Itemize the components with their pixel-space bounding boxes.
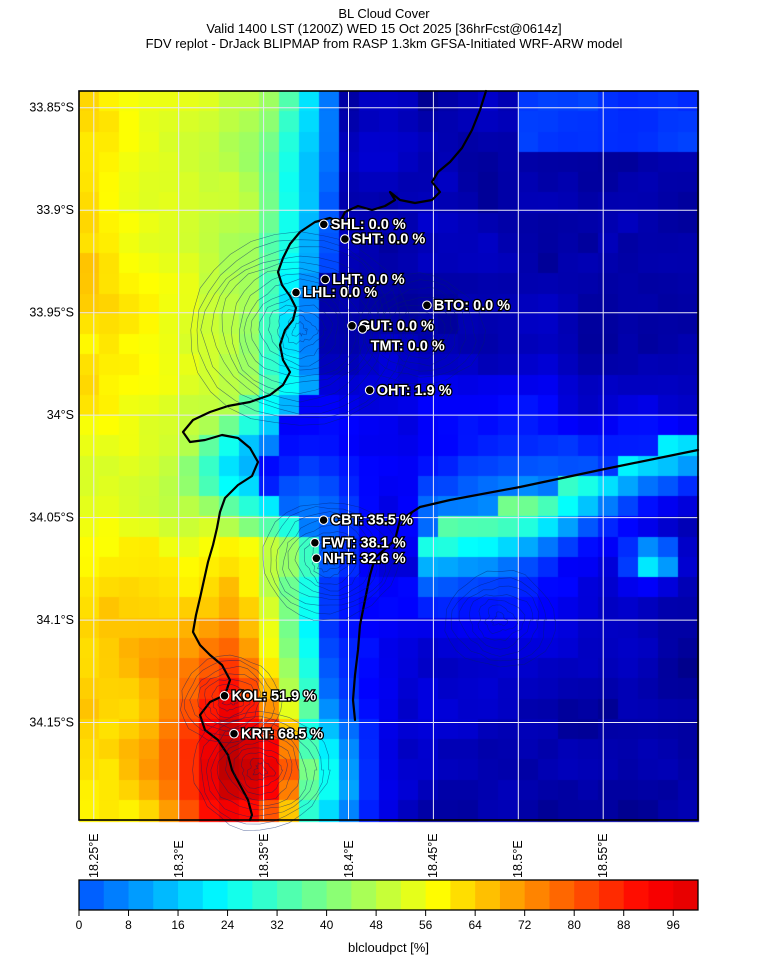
svg-text:FWT: 38.1 %: FWT: 38.1 % — [322, 535, 406, 551]
svg-text:SHL: 0.0 %: SHL: 0.0 % — [331, 217, 406, 233]
svg-text:GUT: 0.0 %: GUT: 0.0 % — [359, 318, 434, 334]
svg-text:OHT: 1.9 %: OHT: 1.9 % — [377, 383, 452, 399]
svg-text:KRT: 68.5 %: KRT: 68.5 % — [241, 726, 323, 742]
svg-text:64: 64 — [468, 918, 482, 932]
svg-text:72: 72 — [518, 918, 532, 932]
svg-text:KOL: 51.9 %: KOL: 51.9 % — [232, 688, 317, 704]
svg-text:33.9°S: 33.9°S — [36, 203, 74, 217]
svg-text:16: 16 — [171, 918, 185, 932]
svg-text:34.15°S: 34.15°S — [29, 716, 74, 730]
svg-text:0: 0 — [76, 918, 83, 932]
svg-text:blcloudpct [%]: blcloudpct [%] — [348, 940, 429, 955]
svg-text:33.95°S: 33.95°S — [29, 306, 74, 320]
svg-text:TMT: 0.0 %: TMT: 0.0 % — [371, 339, 445, 355]
svg-text:96: 96 — [667, 918, 681, 932]
svg-text:SHT: 0.0 %: SHT: 0.0 % — [352, 232, 425, 248]
svg-text:32: 32 — [270, 918, 284, 932]
svg-text:88: 88 — [617, 918, 631, 932]
svg-text:80: 80 — [568, 918, 582, 932]
svg-text:NHT: 32.6 %: NHT: 32.6 % — [323, 551, 405, 567]
svg-text:34.05°S: 34.05°S — [29, 511, 74, 525]
svg-text:BTO: 0.0 %: BTO: 0.0 % — [434, 298, 510, 314]
svg-text:8: 8 — [125, 918, 132, 932]
svg-text:24: 24 — [221, 918, 235, 932]
svg-text:56: 56 — [419, 918, 433, 932]
svg-text:48: 48 — [369, 918, 383, 932]
svg-text:CBT: 35.5 %: CBT: 35.5 % — [331, 513, 413, 529]
svg-text:40: 40 — [320, 918, 334, 932]
svg-text:LHL: 0.0 %: LHL: 0.0 % — [303, 285, 377, 301]
svg-text:33.85°S: 33.85°S — [29, 101, 74, 115]
svg-text:34°S: 34°S — [47, 408, 74, 422]
svg-text:34.1°S: 34.1°S — [36, 613, 74, 627]
